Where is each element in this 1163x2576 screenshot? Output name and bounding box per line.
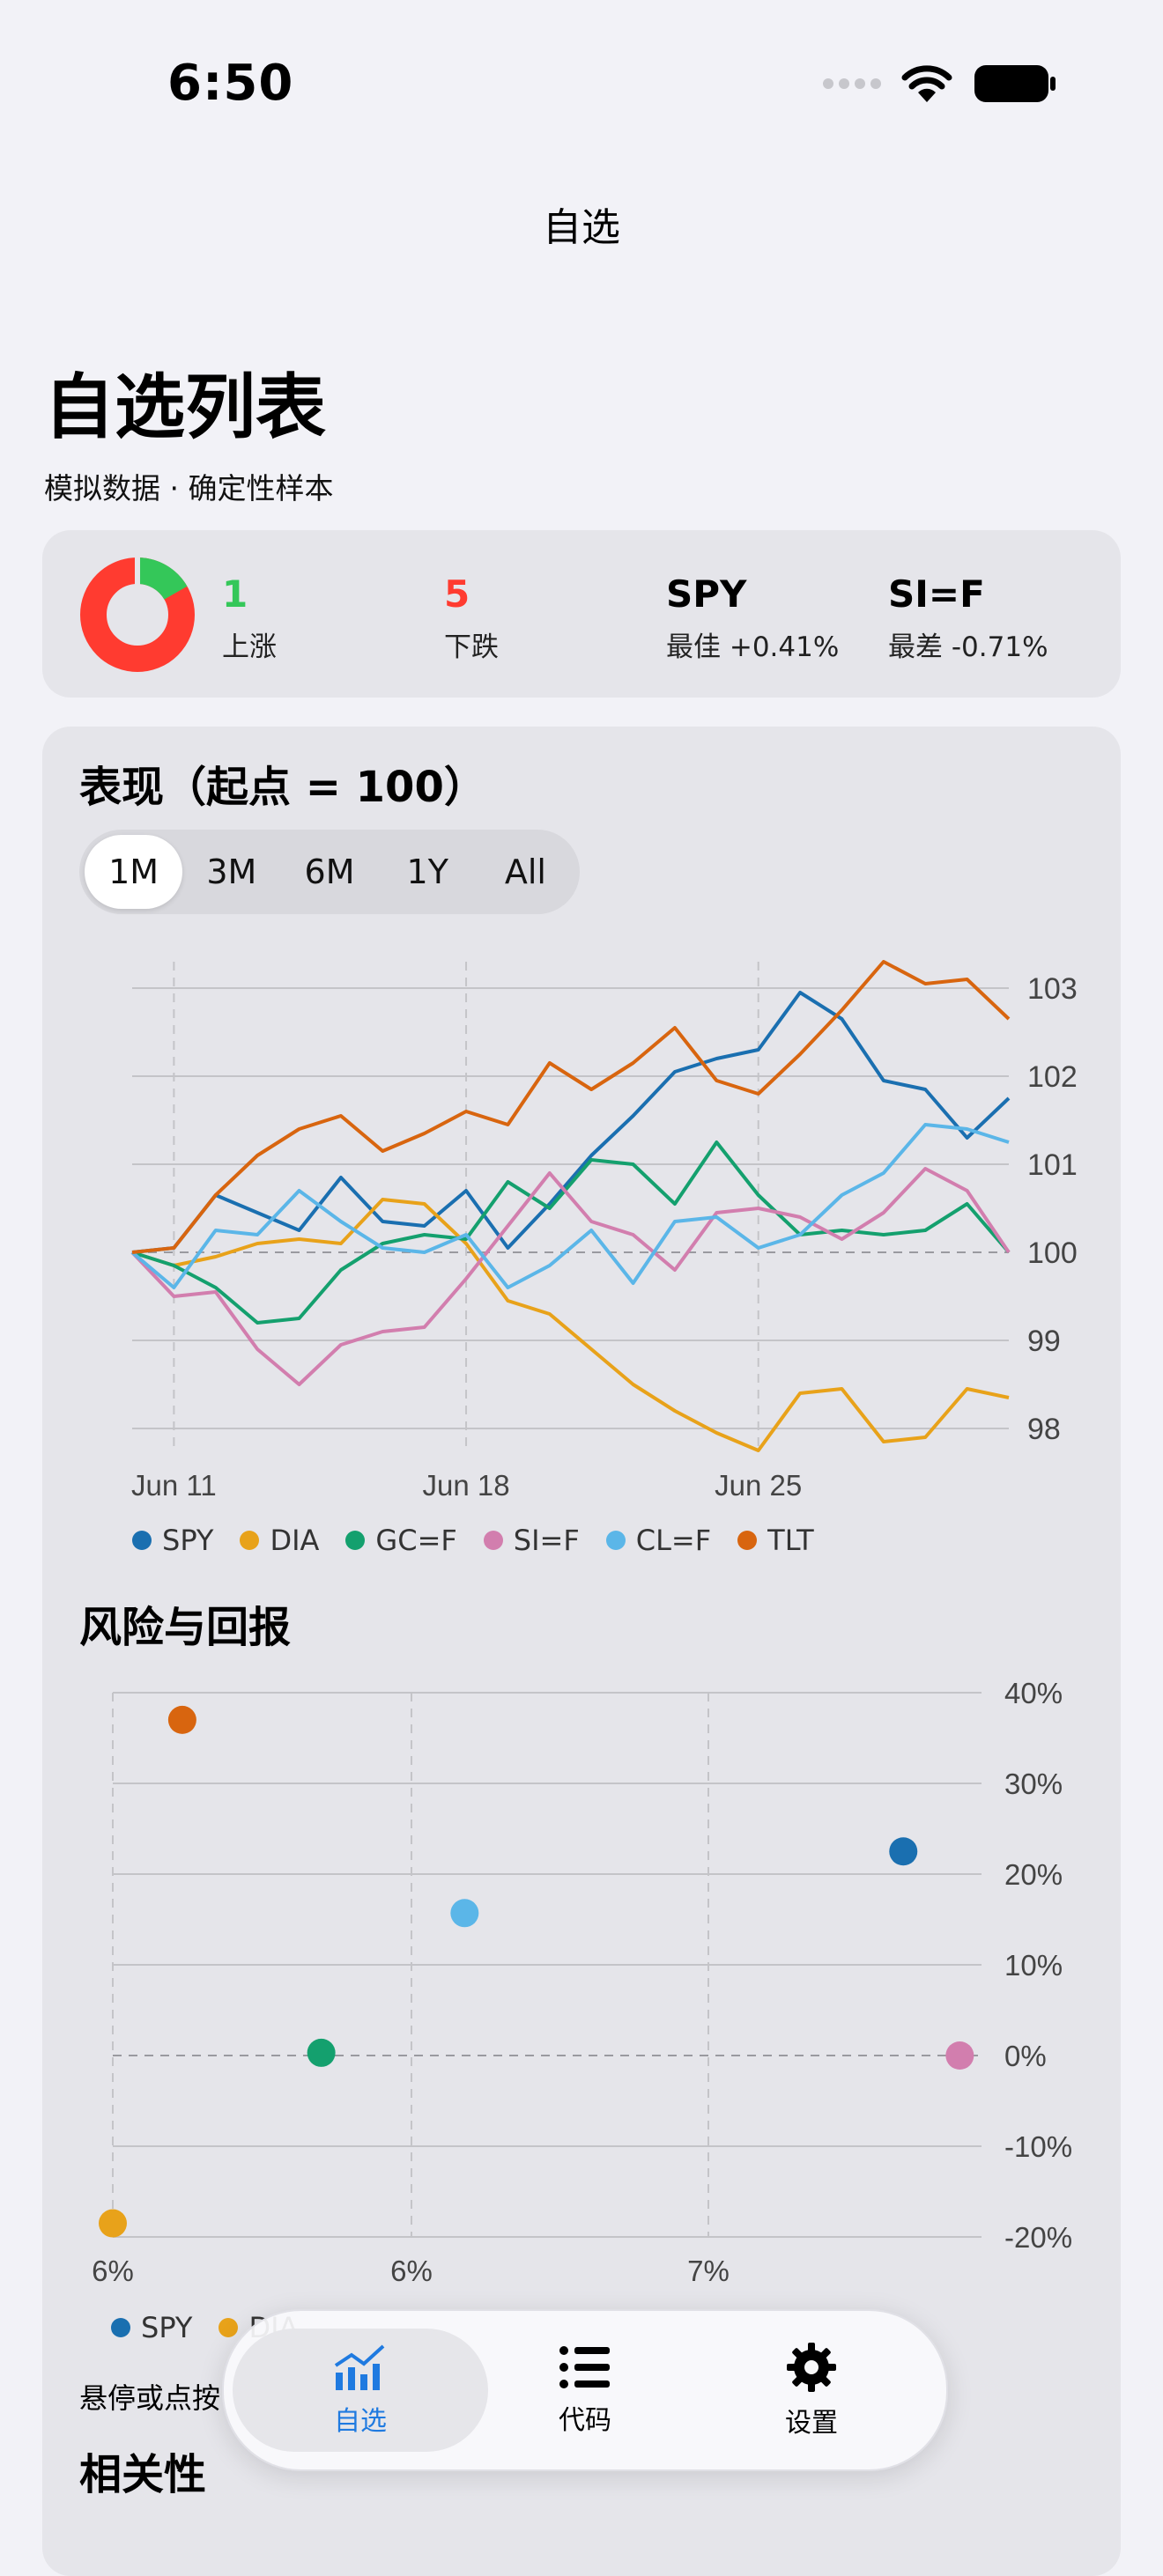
legend-item-tlt: TLT xyxy=(737,1524,814,1557)
performance-line-chart[interactable]: 98 99 100 101 102 103 Jun 11 Jun 18 Jun 25 xyxy=(0,0,1163,1585)
y-tick-label: 99 xyxy=(1027,1325,1061,1358)
charts-card xyxy=(42,727,1121,2576)
legend-item-dia: DIA xyxy=(240,1524,319,1557)
performance-title: 表现（起点 = 100） xyxy=(79,763,486,812)
down-count: 5 xyxy=(444,572,470,616)
legend-item-spy-2: SPY xyxy=(111,2311,192,2344)
summary-card: 1 上涨 5 下跌 SPY 最佳 +0.41% SI=F 最差 -0.71% xyxy=(42,530,1121,698)
y-tick-label: 40% xyxy=(1004,1677,1063,1709)
cellular-icon xyxy=(823,78,881,89)
range-all[interactable]: All xyxy=(504,853,546,891)
series-line-gcf xyxy=(131,1140,1011,1325)
y-tick-label: 30% xyxy=(1004,1768,1063,1800)
y-tick-label: 100 xyxy=(1027,1236,1078,1270)
legend-item-gcf: GC=F xyxy=(345,1524,457,1557)
tab-symbols[interactable]: 代码 xyxy=(457,2329,713,2452)
chart-icon xyxy=(334,2344,385,2390)
y-tick-label: 0% xyxy=(1004,2040,1047,2072)
down-stat: 5 下跌 xyxy=(444,572,499,664)
wifi-icon xyxy=(901,65,952,102)
range-selector[interactable]: 1M 3M 6M 1Y All xyxy=(79,830,580,914)
battery-icon xyxy=(974,65,1056,102)
tab-watchlist[interactable]: 自选 xyxy=(233,2329,488,2452)
series-line-tlt xyxy=(131,960,1011,1254)
worst-stat: SI=F 最差 -0.71% xyxy=(888,572,1048,664)
tab-settings[interactable]: 设置 xyxy=(684,2329,939,2452)
range-1m[interactable]: 1M xyxy=(85,835,183,909)
x-tick-label: 6% xyxy=(92,2255,134,2287)
x-tick-label: 7% xyxy=(687,2255,730,2287)
scatter-point-dia xyxy=(99,2209,127,2238)
best-symbol: SPY xyxy=(666,572,747,616)
scatter-point-sif xyxy=(945,2041,974,2070)
worst-label: 最差 -0.71% xyxy=(888,631,1048,663)
y-tick-label: 101 xyxy=(1027,1148,1078,1182)
y-tick-label: -10% xyxy=(1004,2130,1072,2163)
tab-symbols-label: 代码 xyxy=(559,2405,611,2436)
y-tick-label: -20% xyxy=(1004,2221,1072,2254)
scatter-point-spy xyxy=(889,1837,918,1866)
tab-bar: 自选 代码 设置 xyxy=(222,2309,948,2471)
series-line-clf xyxy=(130,1123,1010,1289)
page-title: 自选列表 xyxy=(44,366,326,448)
legend-item-clf: CL=F xyxy=(605,1524,711,1557)
hint-text: 悬停或点按 xyxy=(79,2381,221,2415)
performance-legend: SPY DIA GC=F SI=F CL=F TLT xyxy=(132,1524,814,1557)
page-subtitle: 模拟数据 · 确定性样本 xyxy=(44,471,334,506)
status-icons xyxy=(823,63,1057,104)
nav-title: 自选 xyxy=(543,205,620,250)
series-line-spy xyxy=(131,991,1011,1254)
x-tick-label: Jun 18 xyxy=(423,1469,510,1502)
range-6m[interactable]: 6M xyxy=(304,853,355,891)
y-tick-label: 10% xyxy=(1004,1949,1063,1982)
scatter-point-clf xyxy=(450,1899,479,1928)
correlation-title: 相关性 xyxy=(79,2450,207,2499)
legend-item-spy: SPY xyxy=(132,1524,213,1557)
gear-icon xyxy=(787,2343,836,2392)
scatter-point-gcf xyxy=(307,2038,336,2067)
best-label: 最佳 +0.41% xyxy=(666,631,840,663)
up-label: 上涨 xyxy=(222,631,277,663)
range-1y[interactable]: 1Y xyxy=(406,853,448,891)
status-time: 6:50 xyxy=(167,55,294,112)
y-tick-label: 20% xyxy=(1004,1858,1063,1891)
best-stat: SPY 最佳 +0.41% xyxy=(666,572,839,664)
series-line-dia xyxy=(131,1198,1010,1452)
down-label: 下跌 xyxy=(444,631,499,663)
series-line-sif xyxy=(130,1167,1011,1386)
tab-watchlist-label: 自选 xyxy=(334,2406,387,2437)
list-icon xyxy=(559,2346,610,2388)
range-3m[interactable]: 3M xyxy=(206,853,257,891)
x-tick-label: 6% xyxy=(390,2255,433,2287)
legend-item-sif: SI=F xyxy=(483,1524,580,1557)
worst-symbol: SI=F xyxy=(888,572,985,616)
scatter-point-tlt xyxy=(167,1705,196,1734)
risk-title: 风险与回报 xyxy=(79,1603,292,1652)
x-tick-label: Jun 25 xyxy=(715,1469,802,1502)
up-count: 1 xyxy=(222,572,248,616)
tab-settings-label: 设置 xyxy=(785,2408,838,2439)
up-down-donut xyxy=(80,555,195,672)
x-tick-label: Jun 11 xyxy=(131,1469,217,1502)
up-stat: 1 上涨 xyxy=(222,572,277,664)
y-tick-label: 102 xyxy=(1027,1060,1078,1094)
y-tick-label: 103 xyxy=(1027,972,1078,1006)
y-tick-label: 98 xyxy=(1027,1413,1061,1446)
